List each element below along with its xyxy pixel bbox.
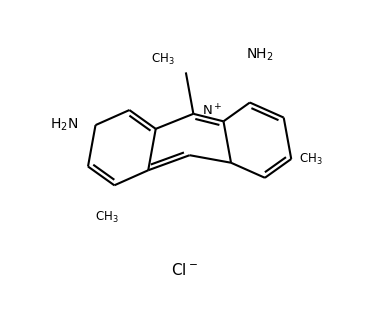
Text: CH$_3$: CH$_3$	[299, 152, 322, 166]
Text: CH$_3$: CH$_3$	[95, 210, 119, 225]
Text: H$_2$N: H$_2$N	[51, 117, 79, 133]
Text: NH$_2$: NH$_2$	[246, 47, 274, 63]
Text: CH$_3$: CH$_3$	[151, 52, 175, 67]
Text: N$^+$: N$^+$	[202, 104, 223, 119]
Text: Cl$^-$: Cl$^-$	[170, 262, 197, 278]
